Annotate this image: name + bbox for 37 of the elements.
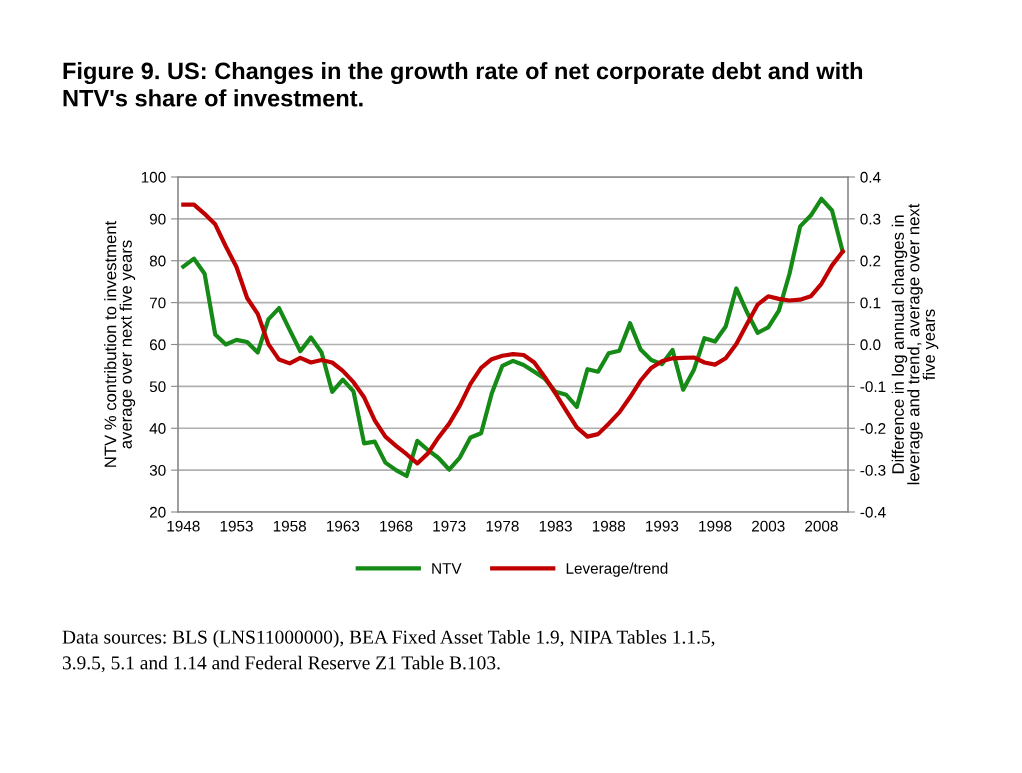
y-axis-title: NTV % contribution to investment average over next five years — [104, 220, 136, 467]
chart-title: Figure 9. US: Changes in the growth rate of net corporate debt and with NTV's share of investment. — [63, 62, 863, 107]
x-tick-label: 1953 — [220, 520, 253, 532]
legend-label: Leverage/trend — [566, 562, 668, 577]
y-tick-label: 20 — [149, 506, 166, 518]
x-tick-label: 2008 — [805, 520, 838, 532]
text: Data sources: BLS (LNS11000000), BEA Fixed Asset Table 1.9, NIPA Tables 1.1.5, 3.9.5, 5.1 and 1.14 and Federal Reserve Z1 Table B.103. — [62, 630, 715, 673]
y2-tick-label: -0.3 — [860, 464, 886, 476]
y2-tick-label: -0.4 — [860, 506, 886, 518]
legend-label: NTV — [432, 563, 462, 574]
x-tick-label: 1963 — [327, 520, 360, 532]
x-tick-label: 1993 — [646, 520, 679, 532]
y-tick-label: 50 — [149, 381, 166, 393]
x-tick-label: 1983 — [539, 520, 572, 532]
x-tick-label: 1988 — [592, 520, 626, 532]
y-tick-label: 90 — [149, 213, 166, 225]
y-tick-label: 100 — [141, 171, 166, 183]
y2-tick-label: 0.2 — [860, 255, 881, 267]
y2-tick-label: 0.3 — [860, 213, 881, 225]
x-tick-label: 1968 — [380, 520, 413, 532]
y-tick-label: 70 — [149, 297, 166, 309]
y2-tick-label: 0.4 — [860, 171, 881, 183]
y2-tick-label: -0.2 — [860, 423, 886, 434]
y-tick-label: 80 — [149, 255, 166, 267]
y2-tick-label: 0.1 — [860, 297, 881, 309]
y-tick-label: 40 — [149, 423, 166, 434]
x-tick-label: 1998 — [699, 520, 732, 532]
x-tick-label: 1978 — [486, 520, 519, 532]
y-tick-label: 60 — [149, 339, 166, 351]
y2-tick-label: -0.1 — [860, 381, 886, 393]
y-tick-label: 30 — [149, 464, 166, 476]
x-tick-label: 1948 — [167, 520, 200, 532]
y2-tick-label: 0.0 — [860, 339, 881, 351]
x-tick-label: 1973 — [433, 520, 466, 532]
x-tick-label: 2003 — [752, 520, 785, 532]
x-tick-label: 1958 — [273, 520, 306, 532]
y2-axis-title: Difference in log annual changes in leverage and trend, average over next five years — [891, 203, 939, 485]
